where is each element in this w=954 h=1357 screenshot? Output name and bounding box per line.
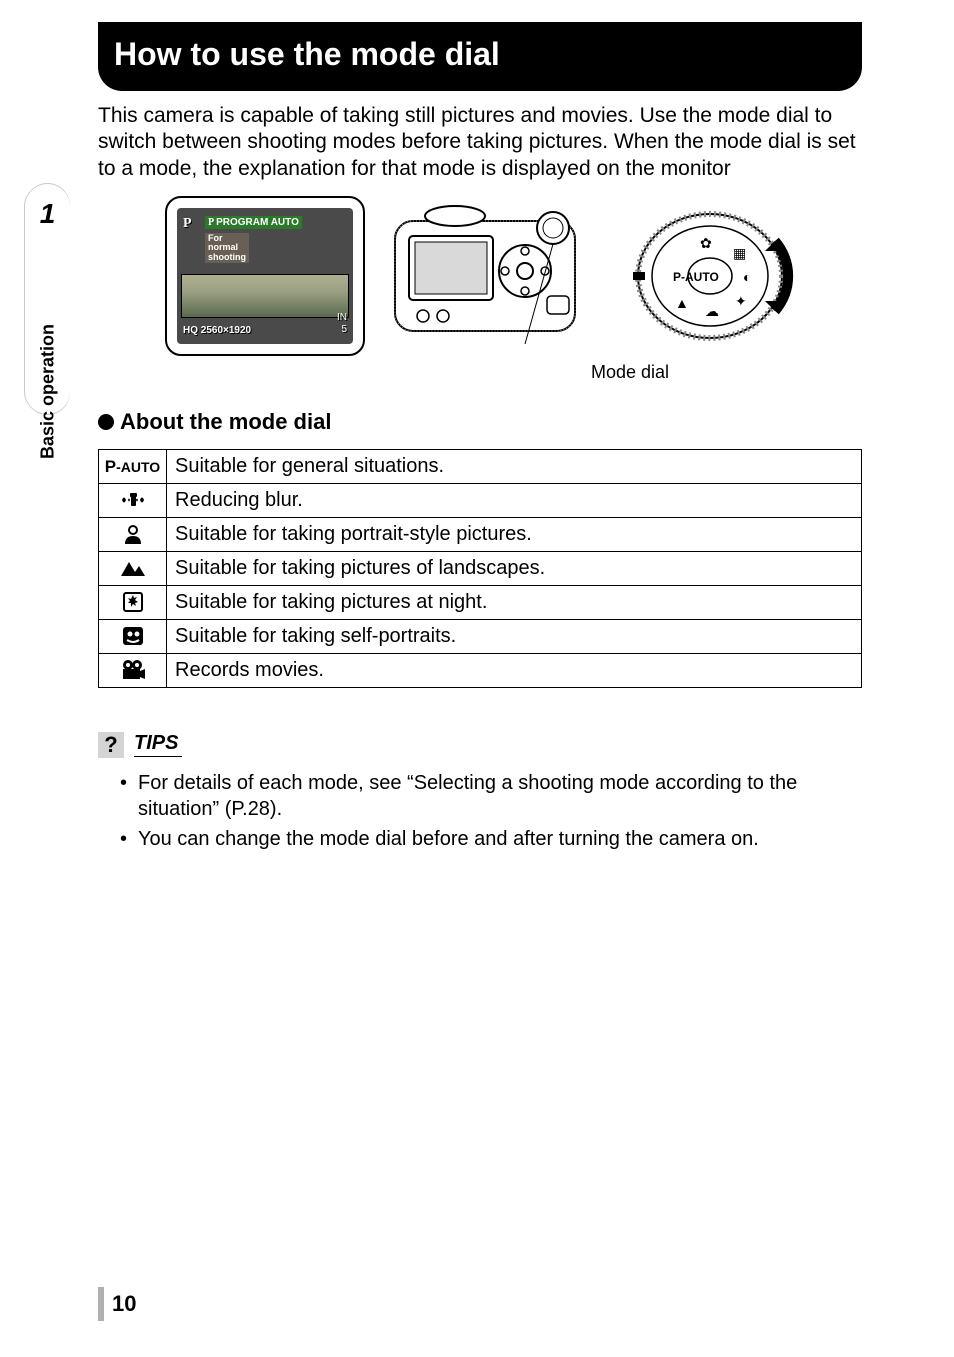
table-row: Suitable for taking pictures of landscap… bbox=[99, 551, 862, 585]
svg-text:✿: ✿ bbox=[700, 235, 712, 251]
page-number-bar: 10 bbox=[98, 1287, 136, 1321]
mode-icon-movie bbox=[99, 653, 167, 687]
svg-text:✦: ✦ bbox=[735, 293, 747, 309]
page-number: 10 bbox=[112, 1291, 136, 1317]
svg-text:▲: ▲ bbox=[675, 295, 689, 311]
lcd-in-indicator: IN bbox=[337, 312, 347, 324]
tips-item: For details of each mode, see “Selecting… bbox=[120, 770, 862, 822]
diagram-row: P PROGRAM AUTO Fornormalshooting HQ 2560… bbox=[98, 196, 862, 356]
mode-desc: Suitable for taking pictures of landscap… bbox=[167, 551, 862, 585]
tips-label: TIPS bbox=[134, 732, 182, 757]
mode-desc: Suitable for general situations. bbox=[167, 449, 862, 483]
table-row: Suitable for taking self-portraits. bbox=[99, 619, 862, 653]
page-number-accent bbox=[98, 1287, 104, 1321]
mode-table: P-AUTO Suitable for general situations. … bbox=[98, 449, 862, 688]
tips-question-icon: ? bbox=[98, 732, 124, 758]
mode-desc: Reducing blur. bbox=[167, 483, 862, 517]
chapter-label: Basic operation bbox=[37, 324, 58, 459]
lcd-illustration: P PROGRAM AUTO Fornormalshooting HQ 2560… bbox=[165, 196, 365, 356]
lcd-sample-photo bbox=[181, 274, 349, 318]
chapter-side-tab: 1 Basic operation bbox=[25, 184, 70, 414]
chapter-number: 1 bbox=[25, 198, 70, 230]
lcd-mode-icon: P bbox=[183, 216, 192, 232]
svg-text:◐: ◐ bbox=[743, 269, 751, 285]
mode-dial-illustration: P-AUTO ✿ ▦ ◐ ✦ ☁ ▲ bbox=[615, 196, 795, 356]
mode-desc: Suitable for taking pictures at night. bbox=[167, 585, 862, 619]
tips-item: You can change the mode dial before and … bbox=[120, 826, 862, 852]
mode-icon-portrait bbox=[99, 517, 167, 551]
lcd-screen: P PROGRAM AUTO Fornormalshooting HQ 2560… bbox=[177, 208, 353, 344]
lcd-subtitle: Fornormalshooting bbox=[205, 233, 249, 263]
mode-desc: Suitable for taking portrait-style pictu… bbox=[167, 517, 862, 551]
mode-desc: Records movies. bbox=[167, 653, 862, 687]
table-row: Suitable for taking portrait-style pictu… bbox=[99, 517, 862, 551]
mode-icon-night bbox=[99, 585, 167, 619]
svg-text:▦: ▦ bbox=[733, 245, 746, 261]
mode-icon-pauto: P-AUTO bbox=[99, 449, 167, 483]
bullet-icon bbox=[98, 414, 114, 430]
table-row: Reducing blur. bbox=[99, 483, 862, 517]
tips-list: For details of each mode, see “Selecting… bbox=[120, 770, 862, 852]
camera-illustration bbox=[385, 196, 595, 356]
table-row: Records movies. bbox=[99, 653, 862, 687]
dial-pauto-label: P-AUTO bbox=[673, 270, 719, 284]
lcd-count-indicator: 5 bbox=[337, 324, 347, 336]
about-heading: About the mode dial bbox=[120, 409, 331, 435]
tips-header: ? TIPS bbox=[98, 732, 862, 758]
lcd-right-indicators: IN 5 bbox=[337, 312, 347, 336]
mode-desc: Suitable for taking self-portraits. bbox=[167, 619, 862, 653]
lcd-program-auto: PROGRAM AUTO bbox=[205, 216, 302, 229]
page-title: How to use the mode dial bbox=[114, 36, 846, 73]
intro-text: This camera is capable of taking still p… bbox=[98, 103, 862, 182]
table-row: P-AUTO Suitable for general situations. bbox=[99, 449, 862, 483]
title-bar: How to use the mode dial bbox=[98, 22, 862, 91]
svg-text:☁: ☁ bbox=[705, 303, 719, 319]
lcd-hq-text: HQ 2560×1920 bbox=[183, 325, 251, 336]
table-row: Suitable for taking pictures at night. bbox=[99, 585, 862, 619]
about-heading-row: About the mode dial bbox=[98, 409, 862, 435]
page-content: How to use the mode dial This camera is … bbox=[98, 0, 862, 852]
mode-icon-selfportrait bbox=[99, 619, 167, 653]
mode-dial-caption: Mode dial bbox=[398, 362, 862, 383]
mode-icon-stabilize bbox=[99, 483, 167, 517]
mode-icon-landscape bbox=[99, 551, 167, 585]
tips-block: ? TIPS For details of each mode, see “Se… bbox=[98, 732, 862, 852]
